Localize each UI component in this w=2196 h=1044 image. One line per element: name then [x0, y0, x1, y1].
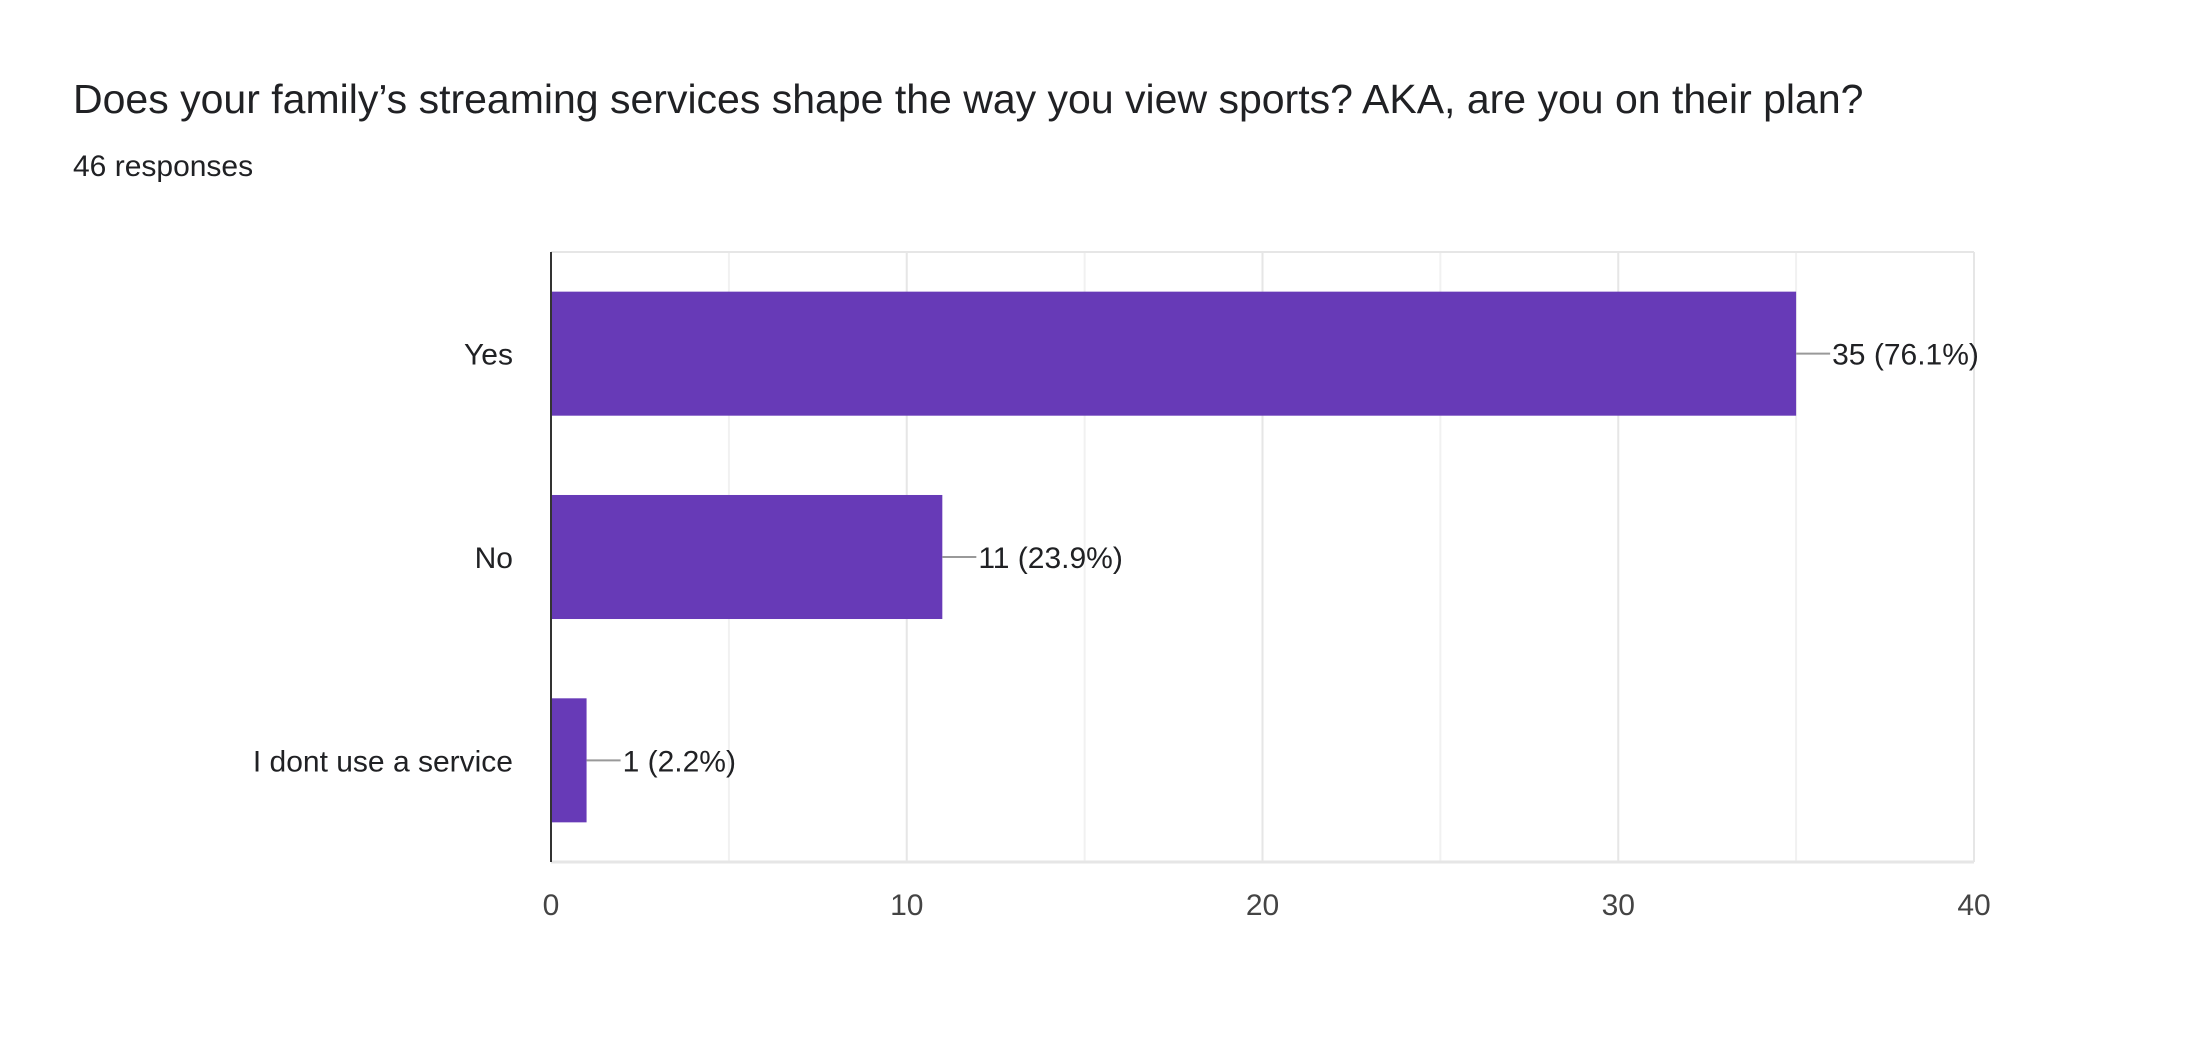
- response-count: 46 responses: [73, 150, 254, 183]
- data-label: 11 (23.9%): [978, 542, 1123, 575]
- category-label: No: [475, 542, 513, 575]
- data-label: 1 (2.2%): [623, 745, 736, 778]
- x-tick-label: 30: [1602, 889, 1635, 922]
- category-label: I dont use a service: [253, 745, 513, 778]
- x-tick-label: 20: [1246, 889, 1279, 922]
- x-tick-label: 0: [543, 889, 560, 922]
- data-label: 35 (76.1%): [1832, 339, 1979, 372]
- bar-2: [551, 698, 587, 823]
- category-label: Yes: [464, 339, 513, 372]
- chart-title: Does your family’s streaming services sh…: [73, 76, 1864, 122]
- bar-1: [551, 494, 943, 620]
- bar-0: [551, 291, 1797, 416]
- x-tick-label: 10: [890, 889, 923, 922]
- x-tick-label: 40: [1957, 889, 1990, 922]
